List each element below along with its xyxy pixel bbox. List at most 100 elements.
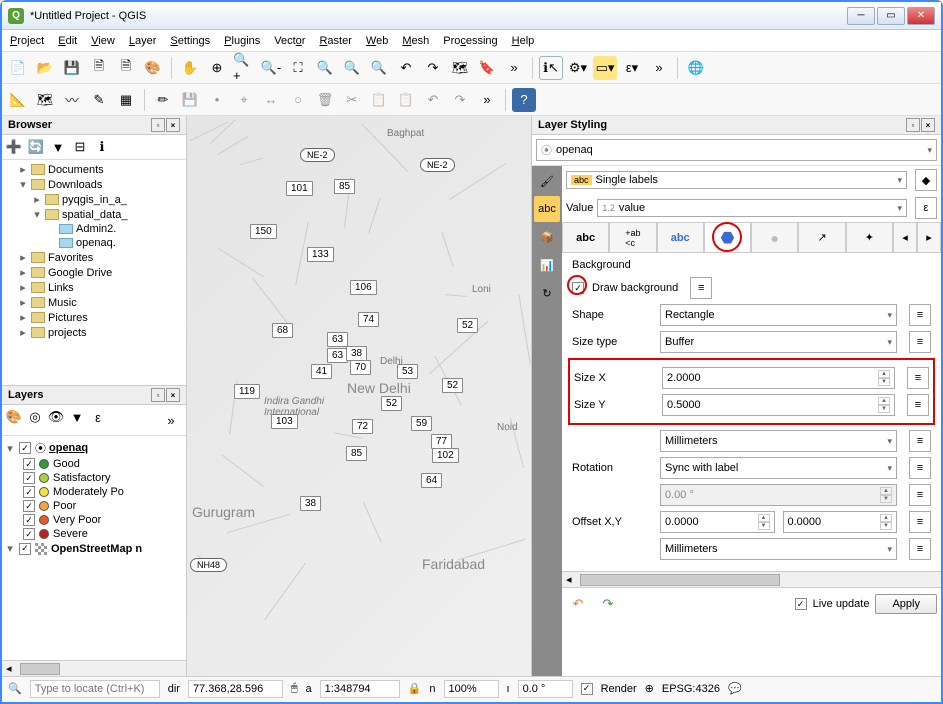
- browser-item[interactable]: ▸Music: [4, 295, 184, 310]
- browser-item[interactable]: ▸Pictures: [4, 310, 184, 325]
- map-canvas[interactable]: 1018515013310668636338745241705352119521…: [187, 116, 531, 676]
- plugin-icon[interactable]: 🌐: [684, 56, 708, 80]
- label-rules-icon[interactable]: ◆: [915, 169, 937, 191]
- browser-item[interactable]: ▸Favorites: [4, 250, 184, 265]
- sizex-dd-icon[interactable]: ≡: [907, 367, 929, 389]
- sizetype-dd-icon[interactable]: ≡: [909, 331, 931, 353]
- menu-plugins[interactable]: Plugins: [224, 35, 260, 47]
- layer-category[interactable]: ✓Poor: [5, 499, 183, 513]
- menu-processing[interactable]: Processing: [443, 35, 497, 47]
- callout-tab[interactable]: ↗: [798, 222, 845, 252]
- value-field-select[interactable]: 1.2 value: [597, 199, 907, 217]
- open-project-icon[interactable]: 📂: [33, 56, 57, 80]
- mesh-layer-icon[interactable]: 〰: [60, 88, 84, 112]
- raster-layer-icon[interactable]: 🗺: [33, 88, 57, 112]
- units2-dd-icon[interactable]: ≡: [909, 538, 931, 560]
- select-icon[interactable]: ▭▾: [593, 56, 617, 80]
- filter-icon[interactable]: ▼: [49, 138, 67, 156]
- new-map-icon[interactable]: 🗺: [448, 56, 472, 80]
- expr-icon[interactable]: ε▾: [620, 56, 644, 80]
- new-project-icon[interactable]: 📄: [6, 56, 30, 80]
- zoom-full-icon[interactable]: ⛶: [286, 56, 310, 80]
- layer-category[interactable]: ✓Very Poor: [5, 513, 183, 527]
- close-button[interactable]: ✕: [907, 7, 935, 25]
- add-feature-icon[interactable]: •: [205, 88, 229, 112]
- zoom-in-icon[interactable]: 🔍+: [232, 56, 256, 80]
- layout-manager-icon[interactable]: 🗎: [114, 56, 138, 80]
- layer-category[interactable]: ✓Good: [5, 457, 183, 471]
- identify-icon[interactable]: ℹ↖: [539, 56, 563, 80]
- redo-icon[interactable]: ↷: [448, 88, 472, 112]
- delim-layer-icon[interactable]: ✎: [87, 88, 111, 112]
- copy-icon[interactable]: 📋: [367, 88, 391, 112]
- locator-icon[interactable]: 🔍: [8, 682, 22, 695]
- zoom-native-icon[interactable]: 🔍: [367, 56, 391, 80]
- undo-style-icon[interactable]: ↶: [566, 592, 590, 616]
- offset-dd-icon[interactable]: ≡: [909, 511, 931, 533]
- actions-icon[interactable]: ⚙▾: [566, 56, 590, 80]
- apply-button[interactable]: Apply: [875, 594, 937, 614]
- add-layer-icon[interactable]: ➕: [5, 138, 23, 156]
- browser-item[interactable]: ▸pyqgis_in_a_: [4, 192, 184, 207]
- layers-undock-icon[interactable]: ▫: [151, 388, 165, 402]
- sizex-input[interactable]: 2.0000▲▼: [662, 367, 895, 389]
- tab-scroll-left[interactable]: ◂: [893, 222, 917, 252]
- zoom-next-icon[interactable]: ↷: [421, 56, 445, 80]
- live-update-checkbox[interactable]: ✓: [795, 598, 807, 610]
- rotation-select[interactable]: Sync with label: [660, 457, 897, 479]
- properties-icon[interactable]: ℹ: [93, 138, 111, 156]
- pan-selection-icon[interactable]: ⊕: [205, 56, 229, 80]
- save-project-icon[interactable]: 💾: [60, 56, 84, 80]
- menu-layer[interactable]: Layer: [129, 35, 157, 47]
- layer-visibility-icon[interactable]: 👁: [47, 408, 65, 426]
- shape-dd-icon[interactable]: ≡: [909, 304, 931, 326]
- more-2-icon[interactable]: »: [647, 56, 671, 80]
- formatting-tab[interactable]: +ab<c: [609, 222, 656, 252]
- browser-undock-icon[interactable]: ▫: [151, 118, 165, 132]
- expression-icon[interactable]: ε: [915, 197, 937, 219]
- shadow-tab[interactable]: ●: [751, 222, 798, 252]
- move-icon[interactable]: ↔: [259, 88, 283, 112]
- size-units-select[interactable]: Millimeters: [660, 430, 897, 452]
- sizetype-select[interactable]: Buffer: [660, 331, 897, 353]
- magnifier-input[interactable]: [444, 680, 499, 698]
- tab-scroll-right[interactable]: ▸: [917, 222, 941, 252]
- scale-input[interactable]: [320, 680, 400, 698]
- help-icon[interactable]: ?: [512, 88, 536, 112]
- browser-item[interactable]: ▸Google Drive: [4, 265, 184, 280]
- layers-tree[interactable]: ▾✓⦿openaq✓Good✓Satisfactory✓Moderately P…: [2, 436, 186, 660]
- layer-add-icon[interactable]: ◎: [26, 408, 44, 426]
- label-mode-select[interactable]: abcSingle labels: [566, 171, 907, 189]
- rotval-dd-icon[interactable]: ≡: [909, 484, 931, 506]
- background-tab[interactable]: ⬣: [704, 222, 751, 252]
- layer-root[interactable]: ▾✓⦿openaq: [5, 439, 183, 457]
- cut-icon[interactable]: ✂: [340, 88, 364, 112]
- ls-hscroll[interactable]: ◂: [562, 571, 941, 587]
- layer-filter-icon[interactable]: ▼: [68, 408, 86, 426]
- 3d-tab-icon[interactable]: 📦: [534, 224, 560, 250]
- browser-item[interactable]: ▾spatial_data_: [4, 207, 184, 222]
- layer-osm[interactable]: ▾✓OpenStreetMap n: [5, 541, 183, 556]
- layer-category[interactable]: ✓Severe: [5, 527, 183, 541]
- paste-icon[interactable]: 📋: [394, 88, 418, 112]
- menu-vector[interactable]: Vector: [274, 35, 305, 47]
- extents-icon[interactable]: 🖱: [291, 682, 298, 695]
- menu-help[interactable]: Help: [512, 35, 535, 47]
- layer-expr-icon[interactable]: ε: [89, 408, 107, 426]
- layer-style-icon[interactable]: 🎨: [5, 408, 23, 426]
- style-manager-icon[interactable]: 🎨: [141, 56, 165, 80]
- sizey-input[interactable]: 0.5000▲▼: [662, 394, 895, 416]
- messages-icon[interactable]: 💬: [728, 682, 742, 695]
- collapse-icon[interactable]: ⊟: [71, 138, 89, 156]
- browser-item[interactable]: openaq.: [4, 236, 184, 250]
- units1-dd-icon[interactable]: ≡: [909, 430, 931, 452]
- new-bookmark-icon[interactable]: 🔖: [475, 56, 499, 80]
- undo-icon[interactable]: ↶: [421, 88, 445, 112]
- save-edits-icon[interactable]: 💾: [178, 88, 202, 112]
- minimize-button[interactable]: ─: [847, 7, 875, 25]
- layer-more-icon[interactable]: »: [159, 408, 183, 432]
- draw-bg-dd-icon[interactable]: ≡: [690, 277, 712, 299]
- coord-input[interactable]: [188, 680, 283, 698]
- menu-edit[interactable]: Edit: [58, 35, 77, 47]
- zoom-layer-icon[interactable]: 🔍: [340, 56, 364, 80]
